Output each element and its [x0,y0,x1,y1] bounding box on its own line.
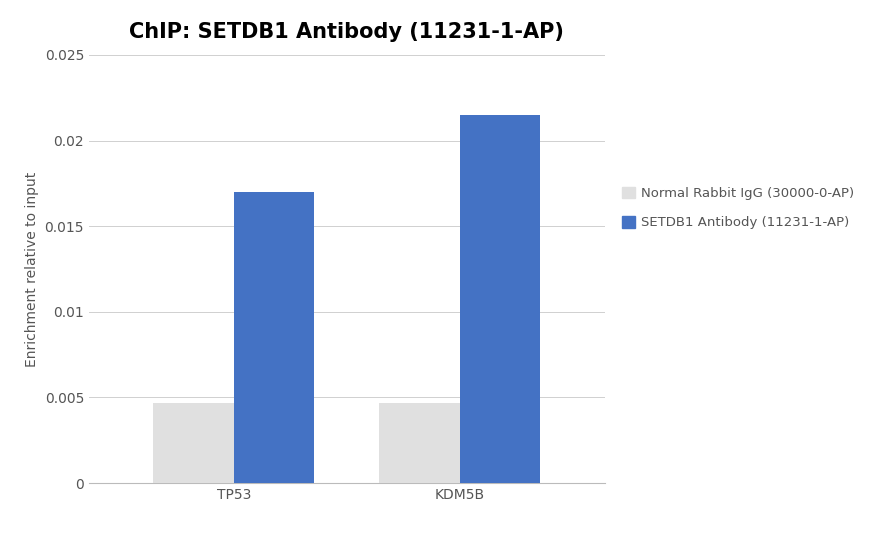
Bar [379,404,460,483]
Bar [154,404,234,483]
Bar [460,115,541,483]
Bar [234,192,315,483]
Title: ChIP: SETDB1 Antibody (11231-1-AP): ChIP: SETDB1 Antibody (11231-1-AP) [129,22,565,42]
Legend: Normal Rabbit IgG (30000-0-AP), SETDB1 Antibody (11231-1-AP): Normal Rabbit IgG (30000-0-AP), SETDB1 A… [616,181,860,234]
Y-axis label: Enrichment relative to input: Enrichment relative to input [25,171,39,367]
